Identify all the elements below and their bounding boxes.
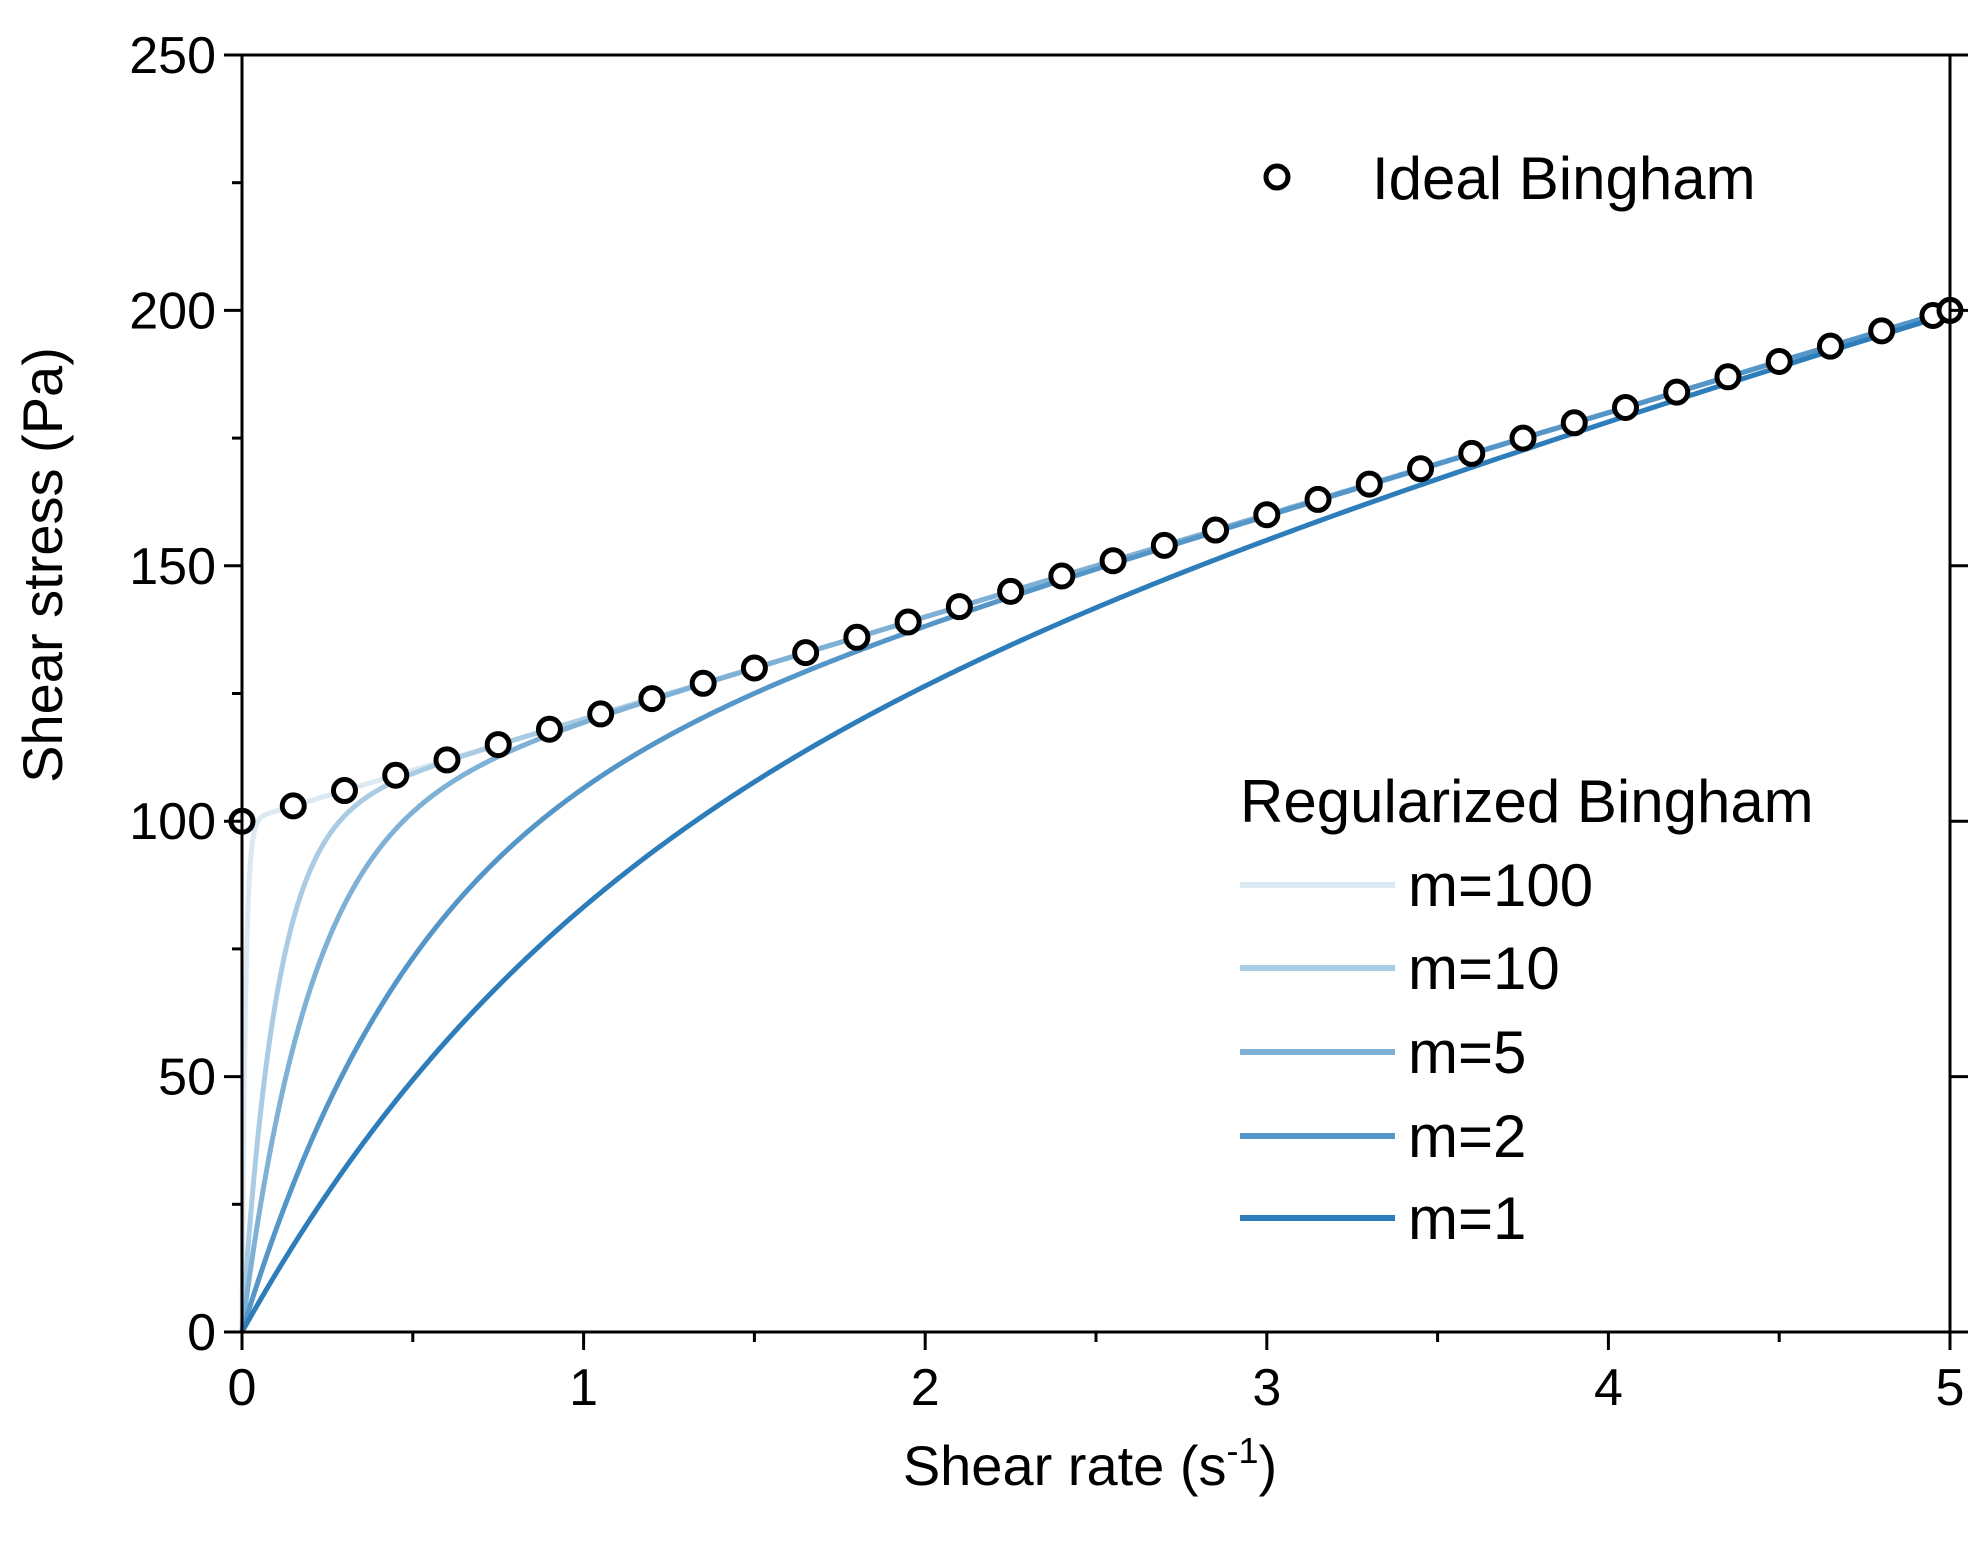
ideal-bingham-point xyxy=(740,654,768,682)
x-tick-label: 4 xyxy=(1594,1359,1623,1417)
legend-label-m=100: m=100 xyxy=(1408,852,1593,919)
ideal-bingham-point xyxy=(382,761,410,789)
ideal-bingham-point xyxy=(997,577,1025,605)
ideal-bingham-point xyxy=(1816,332,1844,360)
ideal-bingham-point xyxy=(279,792,307,820)
legend-regularized-title: Regularized Bingham xyxy=(1240,768,1814,835)
ideal-bingham-point xyxy=(843,623,871,651)
x-tick-label: 2 xyxy=(911,1359,940,1417)
legend-ideal-label: Ideal Bingham xyxy=(1372,145,1756,212)
ideal-bingham-point xyxy=(1509,424,1537,452)
ideal-bingham-point xyxy=(535,715,563,743)
ideal-bingham-point xyxy=(689,669,717,697)
x-tick-label: 5 xyxy=(1936,1359,1965,1417)
series-line-m=1 xyxy=(239,311,1951,1335)
ideal-bingham-point xyxy=(945,593,973,621)
ideal-bingham-point xyxy=(792,639,820,667)
ideal-bingham-point xyxy=(1560,409,1588,437)
ideal-bingham-point xyxy=(587,700,615,728)
plot-frame xyxy=(240,53,1952,1334)
ideal-bingham-point xyxy=(1202,516,1230,544)
ideal-bingham-point xyxy=(1458,439,1486,467)
ideal-bingham-point xyxy=(1099,547,1127,575)
y-tick-label: 50 xyxy=(158,1049,216,1107)
y-tick-label: 150 xyxy=(129,538,216,596)
ideal-bingham-point xyxy=(1611,393,1639,421)
y-tick-label: 0 xyxy=(187,1304,216,1362)
x-axis-title-close: ) xyxy=(1259,1434,1278,1497)
x-tick-label: 3 xyxy=(1252,1359,1281,1417)
ideal-bingham-point xyxy=(1355,470,1383,498)
legend-label-m=1: m=1 xyxy=(1408,1185,1526,1252)
ideal-bingham-point xyxy=(1253,501,1281,529)
legend-label-m=5: m=5 xyxy=(1408,1019,1526,1086)
y-tick-label: 100 xyxy=(129,793,216,851)
y-tick-label: 250 xyxy=(129,27,216,85)
ideal-bingham-point xyxy=(1868,317,1896,345)
ideal-bingham-point xyxy=(330,777,358,805)
ideal-bingham-point xyxy=(1663,378,1691,406)
x-axis-title-superscript: -1 xyxy=(1227,1430,1259,1471)
ideal-bingham-point xyxy=(1407,455,1435,483)
legend-layer: Ideal Bingham Regularized Bingham m=100 m=1… xyxy=(1240,145,1814,1252)
x-tick-label: 1 xyxy=(569,1359,598,1417)
ideal-bingham-point xyxy=(638,685,666,713)
y-axis-title: Shear stress (Pa) xyxy=(11,347,74,783)
ideal-bingham-point xyxy=(1765,347,1793,375)
ideal-bingham-point xyxy=(1304,485,1332,513)
ideal-bingham-point xyxy=(484,731,512,759)
ideal-bingham-point xyxy=(1714,363,1742,391)
ideal-bingham-point xyxy=(1150,531,1178,559)
y-tick-label: 200 xyxy=(129,282,216,340)
ideal-bingham-point xyxy=(433,746,461,774)
x-tick-label: 0 xyxy=(228,1359,257,1417)
legend-label-m=2: m=2 xyxy=(1408,1103,1526,1170)
ideal-bingham-point xyxy=(1048,562,1076,590)
x-axis-title: Shear rate (s-1) xyxy=(903,1430,1277,1497)
ideal-bingham-point xyxy=(894,608,922,636)
legend-ideal-marker xyxy=(1263,163,1291,191)
x-axis-title-main: Shear rate (s xyxy=(903,1434,1227,1497)
legend-label-m=10: m=10 xyxy=(1408,935,1560,1002)
